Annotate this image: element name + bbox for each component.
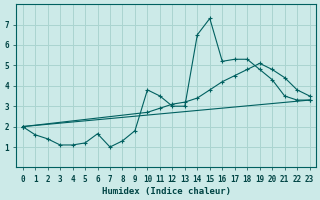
- X-axis label: Humidex (Indice chaleur): Humidex (Indice chaleur): [102, 187, 231, 196]
